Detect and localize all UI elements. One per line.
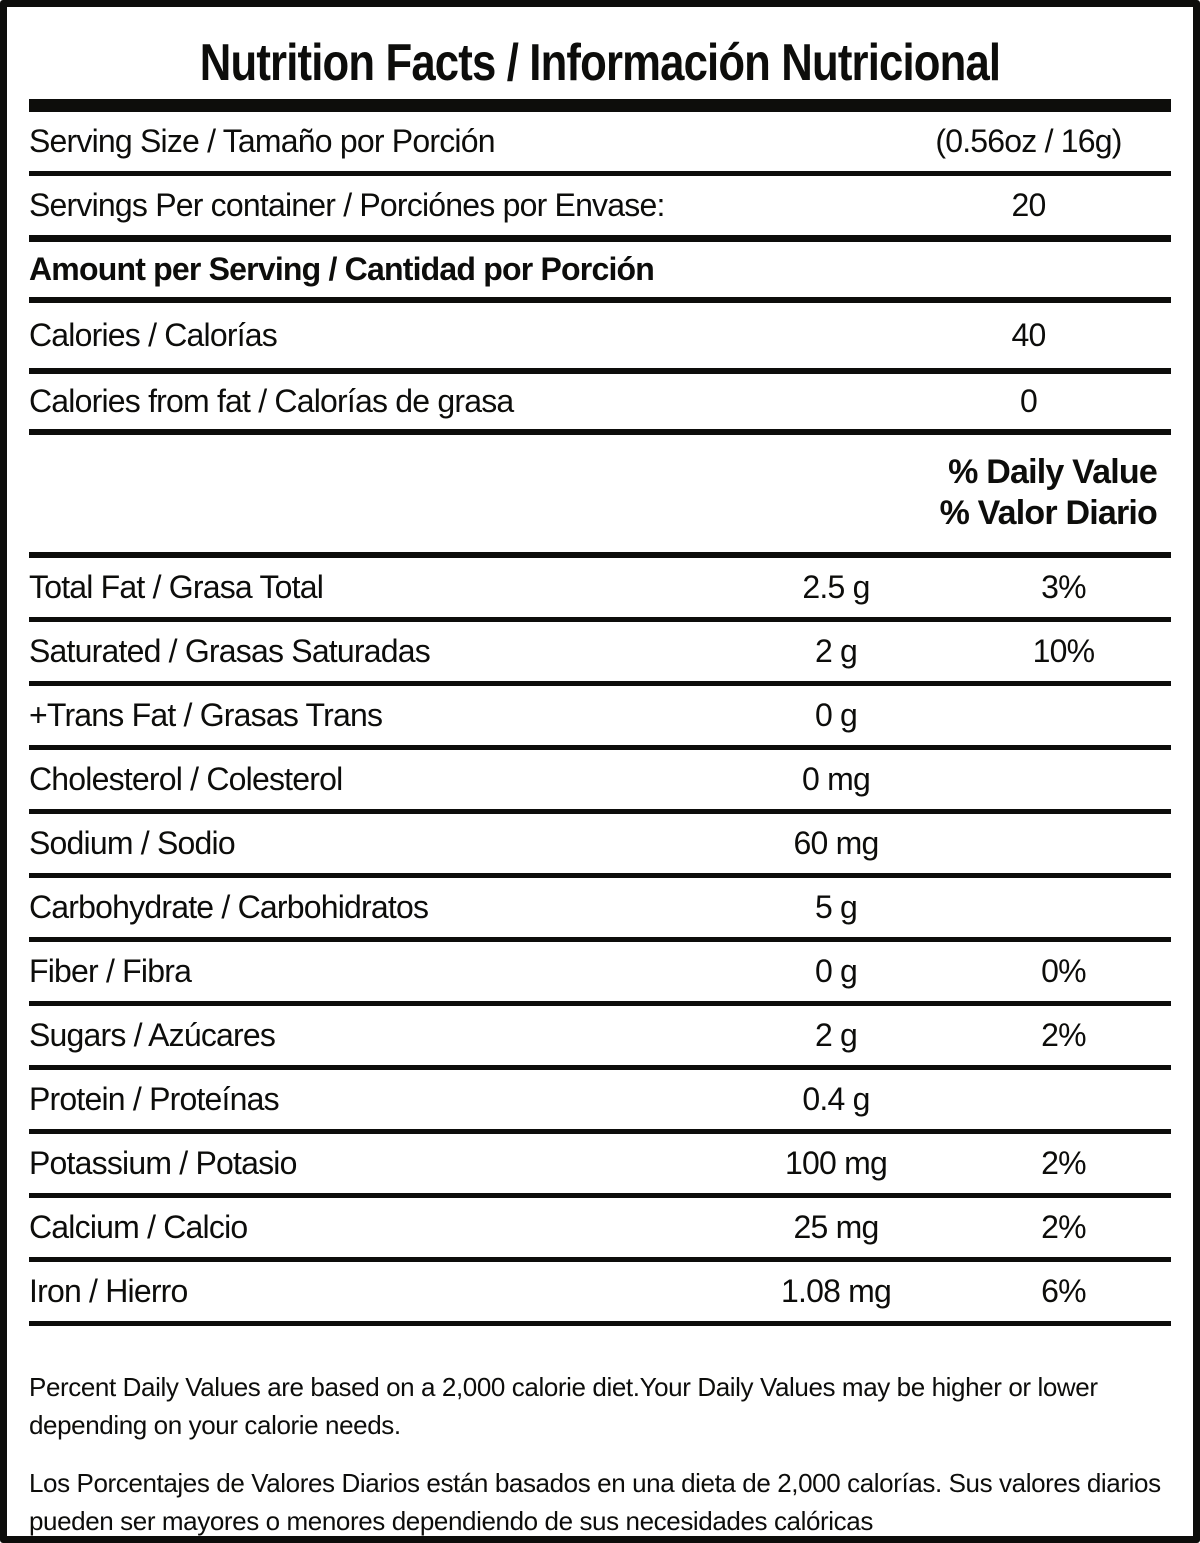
serving-size-value: (0.56oz / 16g) [935,123,1122,159]
nutrient-amount: 0 g [814,953,858,989]
nutrient-label: Carbohydrate / Carbohidratos [29,889,429,925]
nutrient-amount: 0 g [814,697,858,733]
nutrient-label: Potassium / Potasio [29,1145,297,1181]
nutrient-amount: 1.08 mg [780,1273,892,1309]
nutrient-dv: 10% [1032,633,1095,669]
daily-value-heading: % Daily Value % Valor Diario [29,435,1171,558]
servings-per-container-label: Servings Per container / Porciónes por E… [29,187,665,223]
nutrient-dv: 0% [1041,953,1086,989]
footnotes: Percent Daily Values are based on a 2,00… [29,1368,1171,1536]
calories-from-fat-row: Calories from fat / Calorías de grasa 0 [29,374,1171,435]
nutrient-row-fiber: Fiber / Fibra 0 g 0% [29,942,1171,1006]
nutrient-row-sugars: Sugars / Azúcares 2 g 2% [29,1006,1171,1070]
nutrient-amount: 2 g [814,1017,858,1053]
nutrient-row-carbohydrate: Carbohydrate / Carbohidratos 5 g [29,878,1171,942]
nutrient-row-calcium: Calcium / Calcio 25 mg 2% [29,1198,1171,1262]
calories-from-fat-value: 0 [1020,383,1038,419]
servings-per-container-row: Servings Per container / Porciónes por E… [29,176,1171,242]
nutrient-amount: 0.4 g [802,1081,870,1117]
servings-per-container-value: 20 [1011,187,1047,223]
calories-row: Calories / Calorías 40 [29,303,1171,374]
nutrient-amount: 60 mg [793,825,880,861]
nutrient-row-total-fat: Total Fat / Grasa Total 2.5 g 3% [29,558,1171,622]
nutrient-label: Iron / Hierro [29,1273,188,1309]
nutrient-amount: 5 g [814,889,858,925]
nutrient-row-potassium: Potassium / Potasio 100 mg 2% [29,1134,1171,1198]
nutrient-amount: 2.5 g [802,569,870,605]
nutrient-dv: 2% [1041,1145,1086,1181]
serving-size-label: Serving Size / Tamaño por Porción [29,123,496,159]
nutrient-label: Calcium / Calcio [29,1209,248,1245]
calories-value: 40 [1011,317,1047,353]
nutrient-dv: 2% [1041,1017,1086,1053]
footnote-english: Percent Daily Values are based on a 2,00… [29,1372,1098,1440]
amount-per-serving-label: Amount per Serving / Cantidad por Porció… [29,251,655,287]
nutrient-label: Cholesterol / Colesterol [29,761,343,797]
nutrient-row-cholesterol: Cholesterol / Colesterol 0 mg [29,750,1171,814]
nutrient-label: Fiber / Fibra [29,953,192,989]
daily-value-heading-es: % Valor Diario [939,494,1158,532]
nutrient-label: Sodium / Sodio [29,825,236,861]
calories-label: Calories / Calorías [29,317,278,353]
nutrient-dv: 6% [1041,1273,1086,1309]
nutrient-label: Total Fat / Grasa Total [29,569,324,605]
nutrient-row-protein: Protein / Proteínas 0.4 g [29,1070,1171,1134]
nutrient-label: +Trans Fat / Grasas Trans [29,697,383,733]
footnote-spanish: Los Porcentajes de Valores Diarios están… [29,1468,1161,1536]
nutrient-amount: 25 mg [793,1209,880,1245]
nutrient-dv: 3% [1041,569,1086,605]
nutrient-label: Protein / Proteínas [29,1081,280,1117]
title-divider-bar [29,99,1171,112]
nutrient-row-saturated-fat: Saturated / Grasas Saturadas 2 g 10% [29,622,1171,686]
nutrient-amount: 100 mg [785,1145,888,1181]
nutrient-label: Saturated / Grasas Saturadas [29,633,431,669]
nutrient-row-trans-fat: +Trans Fat / Grasas Trans 0 g [29,686,1171,750]
nutrient-row-iron: Iron / Hierro 1.08 mg 6% [29,1262,1171,1326]
calories-from-fat-label: Calories from fat / Calorías de grasa [29,383,514,419]
nutrient-dv: 2% [1041,1209,1086,1245]
serving-size-row: Serving Size / Tamaño por Porción (0.56o… [29,112,1171,176]
nutrient-amount: 0 mg [802,761,871,797]
nutrient-label: Sugars / Azúcares [29,1017,276,1053]
label-title: Nutrition Facts / Información Nutriciona… [199,34,1001,92]
daily-value-heading-en: % Daily Value [948,453,1158,491]
amount-per-serving-heading: Amount per Serving / Cantidad por Porció… [29,242,1171,303]
nutrient-amount: 2 g [814,633,858,669]
nutrient-row-sodium: Sodium / Sodio 60 mg [29,814,1171,878]
